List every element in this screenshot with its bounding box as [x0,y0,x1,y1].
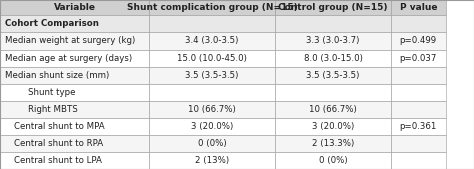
Bar [149,135,275,152]
Text: Median weight at surgery (kg): Median weight at surgery (kg) [5,37,135,45]
Text: Right MBTS: Right MBTS [28,105,78,114]
Bar [149,0,275,15]
Text: p=0.499: p=0.499 [400,37,437,45]
Bar [275,50,391,67]
Bar [391,84,446,101]
Bar [391,118,446,135]
Text: 3.5 (3.5-3.5): 3.5 (3.5-3.5) [306,71,360,80]
Text: 2 (13.3%): 2 (13.3%) [312,139,354,148]
Bar [391,15,446,32]
Bar [391,101,446,118]
Text: 0 (0%): 0 (0%) [319,156,347,165]
Bar [0,32,149,50]
Bar [275,118,391,135]
Text: 10 (66.7%): 10 (66.7%) [309,105,357,114]
Bar [391,0,446,15]
Bar [149,84,275,101]
Bar [149,15,275,32]
Text: Shunt complication group (N=15): Shunt complication group (N=15) [127,3,298,12]
Text: 3.5 (3.5-3.5): 3.5 (3.5-3.5) [185,71,239,80]
Bar [0,67,149,84]
Bar [275,67,391,84]
Bar [0,135,149,152]
Bar [149,152,275,169]
Bar [275,152,391,169]
Bar [0,0,149,15]
Bar [149,101,275,118]
Text: Variable: Variable [54,3,96,12]
Text: Shunt type: Shunt type [28,88,76,97]
Bar [391,32,446,50]
Bar [0,50,149,67]
Bar [0,84,149,101]
Bar [391,152,446,169]
Bar [275,15,391,32]
Text: Median shunt size (mm): Median shunt size (mm) [5,71,109,80]
Text: p=0.037: p=0.037 [400,54,437,63]
Bar [0,15,149,32]
Bar [275,84,391,101]
Text: P value: P value [400,3,437,12]
Text: 8.0 (3.0-15.0): 8.0 (3.0-15.0) [303,54,363,63]
Text: Central shunt to MPA: Central shunt to MPA [14,122,105,131]
Text: Median age at surgery (days): Median age at surgery (days) [5,54,132,63]
Bar [149,32,275,50]
Bar [275,0,391,15]
Text: 15.0 (10.0-45.0): 15.0 (10.0-45.0) [177,54,247,63]
Text: 3 (20.0%): 3 (20.0%) [312,122,354,131]
Text: 10 (66.7%): 10 (66.7%) [188,105,236,114]
Text: 2 (13%): 2 (13%) [195,156,229,165]
Bar [391,135,446,152]
Text: 3.3 (3.0-3.7): 3.3 (3.0-3.7) [306,37,360,45]
Text: p=0.361: p=0.361 [400,122,437,131]
Text: 3.4 (3.0-3.5): 3.4 (3.0-3.5) [185,37,239,45]
Text: Control group (N=15): Control group (N=15) [278,3,388,12]
Bar [0,101,149,118]
Text: Central shunt to LPA: Central shunt to LPA [14,156,102,165]
Text: 0 (0%): 0 (0%) [198,139,227,148]
Bar [391,67,446,84]
Bar [149,118,275,135]
Text: Central shunt to RPA: Central shunt to RPA [14,139,103,148]
Bar [0,118,149,135]
Text: 3 (20.0%): 3 (20.0%) [191,122,233,131]
Bar [275,32,391,50]
Bar [0,152,149,169]
Bar [149,67,275,84]
Text: Cohort Comparison: Cohort Comparison [5,19,99,28]
Bar [275,135,391,152]
Bar [149,50,275,67]
Bar [275,101,391,118]
Bar [391,50,446,67]
